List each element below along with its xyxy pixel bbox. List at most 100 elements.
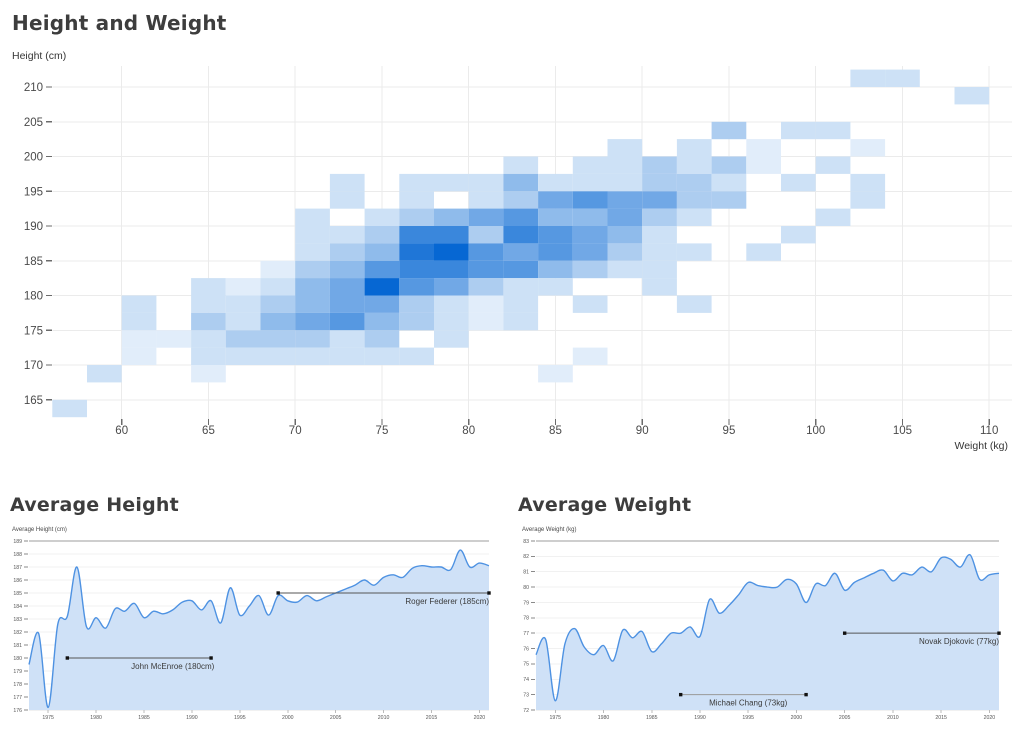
heatmap-cell bbox=[642, 173, 677, 192]
x-tick-label: 2010 bbox=[378, 715, 390, 721]
heatmap-cell bbox=[572, 173, 608, 192]
heatmap-cell bbox=[260, 312, 296, 331]
heatmap-cell bbox=[538, 226, 573, 244]
y-tick-label: 181 bbox=[13, 643, 22, 649]
annotation-dot bbox=[487, 591, 491, 595]
y-tick-label: 182 bbox=[13, 630, 22, 636]
heatmap-cell bbox=[468, 278, 504, 296]
y-tick-label: 176 bbox=[13, 708, 22, 714]
heatmap-cell bbox=[503, 208, 539, 226]
average-height-title: Average Height bbox=[10, 494, 179, 516]
heatmap-cell bbox=[434, 278, 469, 296]
heatmap-cell bbox=[850, 173, 886, 192]
x-tick-label: 2005 bbox=[330, 715, 342, 721]
annotation-dot bbox=[997, 631, 1001, 635]
heatmap-cell bbox=[781, 173, 816, 192]
y-tick-label: 80 bbox=[523, 585, 529, 591]
heatmap-cell bbox=[225, 278, 261, 296]
heatmap-cell bbox=[607, 243, 643, 261]
heatmap-cell bbox=[642, 243, 677, 261]
x-tick-label: 1980 bbox=[90, 715, 102, 721]
heatmap-cell bbox=[329, 226, 365, 244]
x-tick-label: 1980 bbox=[598, 715, 610, 721]
heatmap-cell bbox=[364, 226, 400, 244]
heatmap-cell bbox=[434, 330, 469, 348]
y-tick-label: 185 bbox=[13, 591, 22, 597]
annotation-label: Novak Djokovic (77kg) bbox=[919, 637, 999, 646]
y-tick-label: 78 bbox=[523, 616, 529, 622]
heatmap-cell bbox=[295, 260, 330, 279]
y-tick-label: 178 bbox=[13, 682, 22, 688]
heatmap-cell bbox=[121, 347, 157, 365]
y-tick-label: 205 bbox=[24, 117, 43, 129]
x-tick-label: 2020 bbox=[984, 715, 996, 721]
annotation-dot bbox=[842, 631, 847, 635]
heatmap-cell bbox=[260, 295, 296, 313]
heatmap-cell bbox=[399, 208, 434, 226]
x-tick-label: 1975 bbox=[550, 715, 562, 721]
heatmap-cell bbox=[399, 191, 434, 209]
heatmap-cell bbox=[156, 330, 192, 348]
annotation-label: Michael Chang (73kg) bbox=[709, 699, 788, 708]
heatmap-cell bbox=[468, 208, 504, 226]
y-tick-label: 79 bbox=[523, 600, 529, 606]
heatmap-cell bbox=[572, 156, 608, 174]
heatmap-cell bbox=[295, 226, 330, 244]
heatmap-cell bbox=[746, 243, 781, 261]
heatmap-cell bbox=[295, 347, 330, 365]
annotation-novak: Novak Djokovic (77kg) bbox=[842, 631, 1001, 646]
annotation-dot bbox=[209, 656, 213, 660]
x-tick-label: 110 bbox=[980, 425, 998, 437]
heatmap-cell bbox=[538, 173, 573, 192]
heatmap-cell bbox=[434, 260, 469, 279]
y-tick-label: 195 bbox=[24, 186, 43, 198]
heatmap-cell bbox=[607, 260, 643, 279]
y-tick-label: 189 bbox=[13, 539, 22, 545]
heatmap-cell bbox=[295, 312, 330, 331]
heatmap-cell bbox=[503, 295, 539, 313]
x-tick-label: 100 bbox=[806, 425, 825, 437]
x-tick-label: 1985 bbox=[646, 715, 658, 721]
y-tick-label: 184 bbox=[13, 604, 22, 610]
annotation-dot bbox=[804, 692, 808, 697]
x-tick-label: 2015 bbox=[935, 715, 947, 721]
heatmap-cell bbox=[503, 173, 539, 192]
average-weight-canvas: 72 73 74 75 76 77 78 79 80 81 82 83 1975 1980 1985 1990… bbox=[522, 527, 1001, 721]
heatmap-cell bbox=[642, 278, 677, 296]
x-tick-label: 2000 bbox=[282, 715, 294, 721]
y-tick-label: 180 bbox=[24, 291, 43, 303]
heatmap-cell bbox=[711, 173, 747, 192]
heatmap-cell bbox=[191, 312, 226, 331]
y-tick-label: 185 bbox=[24, 256, 43, 268]
heatmap-cell bbox=[399, 278, 434, 296]
heatmap-cell bbox=[538, 208, 573, 226]
heatmap-cell bbox=[191, 347, 226, 365]
heatmap-cell bbox=[329, 260, 365, 279]
heatmap-cell bbox=[364, 312, 400, 331]
heatmap-cell bbox=[364, 260, 400, 279]
heatmap-cell bbox=[468, 295, 504, 313]
average-weight-line bbox=[535, 554, 1000, 702]
heatmap-cell bbox=[815, 156, 851, 174]
y-tick-label: 186 bbox=[13, 578, 22, 584]
x-tick-label: 1975 bbox=[42, 715, 54, 721]
heatmap-cell bbox=[329, 278, 365, 296]
heatmap-cell bbox=[468, 260, 504, 279]
x-tick-label: 1995 bbox=[742, 715, 754, 721]
heatmap-cell bbox=[191, 330, 226, 348]
heatmap-cell bbox=[642, 191, 677, 209]
heatmap-cell bbox=[503, 243, 539, 261]
heatmap-cell bbox=[503, 260, 539, 279]
annotation-roger: Roger Federer (185cm) bbox=[276, 591, 491, 606]
y-tick-label: 165 bbox=[24, 395, 43, 407]
heatmap-cell bbox=[572, 243, 608, 261]
heatmap-cell bbox=[572, 347, 608, 365]
x-tick-label: 2020 bbox=[474, 715, 486, 721]
heatmap-cell bbox=[260, 330, 296, 348]
heatmap-cell bbox=[260, 347, 296, 365]
heatmap-cell bbox=[746, 139, 781, 157]
heatmap-cell bbox=[364, 208, 400, 226]
heatmap-title: Height and Weight bbox=[12, 11, 227, 35]
heatmap-cell bbox=[607, 191, 643, 209]
heatmap-cell bbox=[815, 208, 851, 226]
